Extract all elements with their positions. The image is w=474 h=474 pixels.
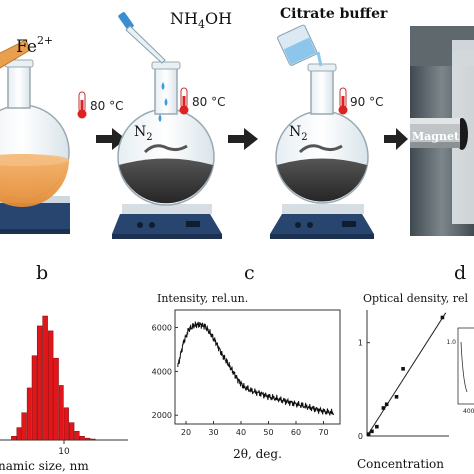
histogram-bar xyxy=(58,385,64,441)
xrd-series-line xyxy=(177,321,335,417)
histogram-bar xyxy=(68,422,75,441)
data-point xyxy=(366,432,371,436)
histogram-bar xyxy=(79,436,85,441)
beaker-icon xyxy=(277,24,318,66)
temperature-3: 90 °C xyxy=(350,95,383,109)
atmosphere-label-2: N2 xyxy=(289,124,308,143)
histogram-bar xyxy=(36,325,43,441)
chart-title: Intensity, rel.un. xyxy=(157,292,248,305)
x-tick-label: 50 xyxy=(263,428,273,437)
x-axis-label: Concentration xyxy=(357,457,444,471)
histogram-bar xyxy=(53,357,59,441)
atmosphere-label-1: N2 xyxy=(134,124,153,143)
flask-2-setup: NH4OH N2 80 °C xyxy=(112,9,232,239)
size-distribution-chart: 10 namic size, nm xyxy=(0,315,128,473)
inset-curve xyxy=(460,341,468,393)
x-tick-label: 30 xyxy=(208,428,218,437)
thermometer-icon xyxy=(338,87,348,115)
histogram-bar xyxy=(84,437,91,441)
data-point xyxy=(370,429,374,434)
histogram-bar xyxy=(21,412,27,441)
histogram-bar xyxy=(31,355,37,441)
data-point xyxy=(394,395,399,399)
temperature-2: 80 °C xyxy=(192,95,225,109)
histogram-bar xyxy=(63,407,69,441)
x-tick-label: 40 xyxy=(236,428,246,437)
temperature-1: 80 °C xyxy=(90,99,123,113)
chart-title: Optical density, rel xyxy=(363,292,468,305)
histogram-bar xyxy=(90,438,96,441)
calibration-chart: Optical density, rel 0 1 1.0 400 Concentratio… xyxy=(357,292,474,471)
histogram-bar xyxy=(74,431,80,441)
hotplate-3 xyxy=(282,204,364,214)
data-point xyxy=(384,402,389,407)
inset-tick-label: 1.0 xyxy=(446,339,456,346)
x-tick-label: 20 xyxy=(181,428,191,437)
x-axis-label: namic size, nm xyxy=(0,459,89,473)
x-tick-label: 10 xyxy=(58,447,70,457)
y-tick-label: 1 xyxy=(358,339,363,348)
data-point xyxy=(381,406,386,410)
x-tick-label: 60 xyxy=(291,428,301,437)
histogram-bar xyxy=(47,330,54,441)
histogram-bar xyxy=(26,387,32,441)
panel-letter-b: b xyxy=(36,262,49,284)
thermometer-icon xyxy=(77,91,87,119)
pipette-icon xyxy=(118,12,166,64)
magnet-label: Magnet xyxy=(412,130,460,143)
y-tick-label: 0 xyxy=(358,432,363,441)
y-tick-label: 2000 xyxy=(152,411,172,420)
histogram-bar xyxy=(11,436,17,441)
arrow-right-icon xyxy=(384,128,408,150)
synthesis-scheme: Fe2+ 80 °C NH4OH xyxy=(0,6,474,239)
flask-3-setup: Citrate buffer N2 90 °C xyxy=(270,6,388,239)
panel-letter-d: d xyxy=(454,262,467,284)
arrow-right-icon xyxy=(228,128,258,150)
y-tick-label: 6000 xyxy=(152,324,172,333)
magnet-photo: Magnet xyxy=(410,26,474,236)
fit-line xyxy=(366,312,447,437)
arrow-right-icon xyxy=(96,128,126,150)
x-tick-label: 70 xyxy=(318,428,328,437)
flask-1-setup: Fe2+ 80 °C xyxy=(0,34,123,234)
reagent-fe-label: Fe2+ xyxy=(16,34,53,57)
reagent-nh4oh-label: NH4OH xyxy=(170,9,232,31)
y-tick-label: 4000 xyxy=(152,367,172,376)
x-axis-label: 2θ, deg. xyxy=(233,447,282,461)
data-point xyxy=(440,315,445,320)
plot-frame xyxy=(174,309,341,425)
xrd-chart: Intensity, rel.un. 20 30 40 50 60 70 2000 4000 60… xyxy=(152,292,341,461)
histogram-bar xyxy=(42,315,48,441)
hotplate-2 xyxy=(122,204,212,214)
inset-frame xyxy=(457,327,474,405)
inset-tick-label: 400 xyxy=(463,408,474,415)
reagent-citrate-label: Citrate buffer xyxy=(280,6,388,22)
histogram-bar xyxy=(16,427,22,441)
data-point xyxy=(401,367,405,371)
thermometer-icon xyxy=(179,87,189,115)
panel-letter-c: c xyxy=(244,262,255,284)
data-point xyxy=(375,424,379,429)
